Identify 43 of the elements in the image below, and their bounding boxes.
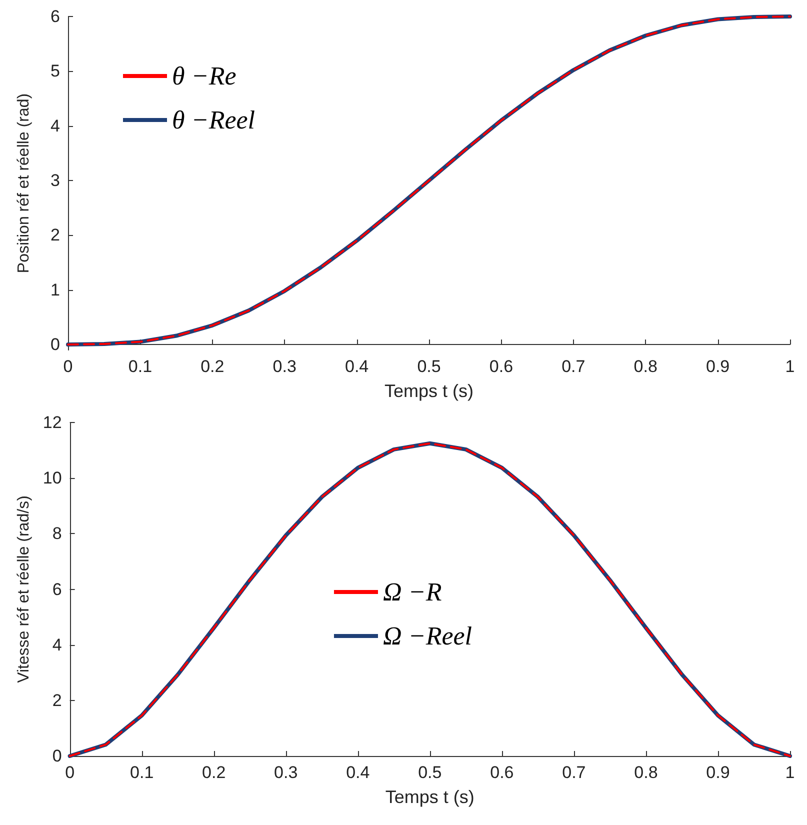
x-tick-label: 0.9 — [706, 763, 730, 782]
x-tick-label: 0.8 — [634, 763, 658, 782]
legend-label: Ω −Reel — [382, 622, 472, 650]
x-tick-label: 0.9 — [706, 357, 730, 376]
x-axis-title: Temps t (s) — [385, 787, 474, 807]
x-tick-label: 0.8 — [634, 357, 658, 376]
y-axis-title: Position réf et réelle (rad) — [16, 93, 32, 274]
y-axis-title: Vitesse réf et réelle (rad/s) — [16, 496, 32, 683]
x-tick-label: 0.6 — [490, 763, 514, 782]
y-tick-label: 6 — [50, 7, 60, 26]
x-tick-label: 0.3 — [272, 357, 296, 376]
y-tick-label: 0 — [50, 335, 60, 354]
x-tick-label: 0 — [65, 763, 75, 782]
x-tick-label: 0.7 — [562, 357, 586, 376]
legend-label: θ −Re — [172, 62, 236, 90]
y-tick-label: 12 — [42, 413, 62, 432]
y-tick-label: 3 — [50, 171, 60, 190]
legend-label: θ −Reel — [172, 106, 256, 134]
y-tick-label: 10 — [42, 468, 62, 488]
x-tick-label: 0.5 — [417, 357, 441, 376]
x-tick-label: 0.6 — [489, 357, 514, 376]
x-tick-label: 0.7 — [562, 763, 586, 782]
x-tick-label: 0.1 — [130, 763, 154, 782]
x-tick-label: 1 — [785, 763, 795, 782]
y-tick-label: 6 — [52, 580, 62, 599]
y-tick-label: 8 — [52, 524, 62, 544]
y-tick-label: 5 — [50, 62, 60, 81]
x-tick-label: 1 — [785, 357, 795, 376]
x-tick-label: 0.5 — [418, 763, 442, 782]
legend-label: Ω −R — [382, 578, 442, 606]
y-tick-label: 2 — [52, 690, 62, 710]
y-tick-label: 2 — [50, 226, 60, 245]
y-tick-label: 4 — [50, 116, 60, 136]
x-tick-label: 0.2 — [200, 357, 224, 376]
x-tick-label: 0.3 — [274, 763, 298, 782]
x-tick-label: 0.1 — [128, 357, 152, 376]
y-tick-label: 1 — [50, 280, 60, 300]
x-axis-title: Temps t (s) — [384, 381, 474, 401]
x-tick-label: 0.2 — [202, 763, 226, 782]
x-tick-label: 0.4 — [346, 763, 370, 782]
y-tick-label: 0 — [52, 746, 62, 766]
y-tick-label: 4 — [52, 635, 62, 654]
x-tick-label: 0.4 — [344, 357, 369, 376]
